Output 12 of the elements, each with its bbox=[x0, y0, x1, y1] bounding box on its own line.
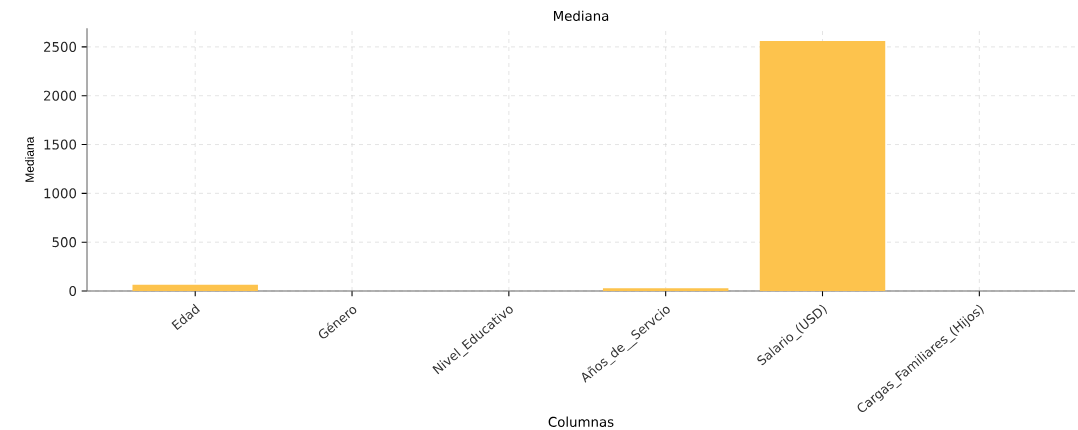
y-tick-label: 1000 bbox=[44, 188, 77, 199]
bar bbox=[602, 288, 729, 291]
chart-title: Mediana bbox=[553, 10, 609, 21]
y-tick-label: 1500 bbox=[44, 139, 77, 150]
y-tick-label: 2000 bbox=[44, 90, 77, 101]
bar bbox=[132, 284, 258, 291]
y-tick-label: 2500 bbox=[44, 41, 77, 52]
y-tick-label: 500 bbox=[52, 237, 77, 248]
bar bbox=[759, 41, 886, 291]
x-axis-title: Columnas bbox=[548, 416, 614, 427]
y-axis-title: Mediana bbox=[25, 136, 34, 182]
y-tick-label: 0 bbox=[69, 285, 77, 297]
